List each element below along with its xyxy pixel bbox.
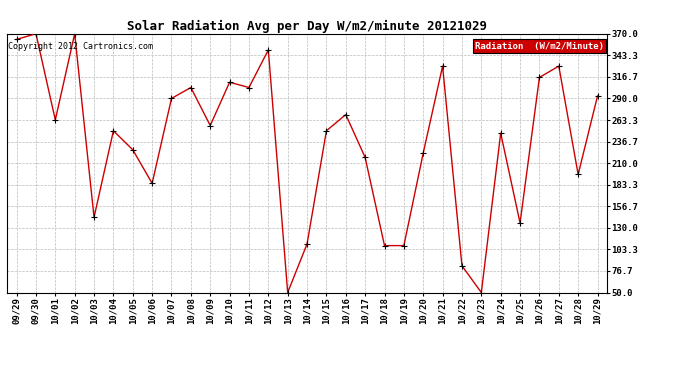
Text: Copyright 2012 Cartronics.com: Copyright 2012 Cartronics.com (8, 42, 153, 51)
Title: Solar Radiation Avg per Day W/m2/minute 20121029: Solar Radiation Avg per Day W/m2/minute … (127, 20, 487, 33)
Text: Radiation  (W/m2/Minute): Radiation (W/m2/Minute) (475, 42, 604, 51)
